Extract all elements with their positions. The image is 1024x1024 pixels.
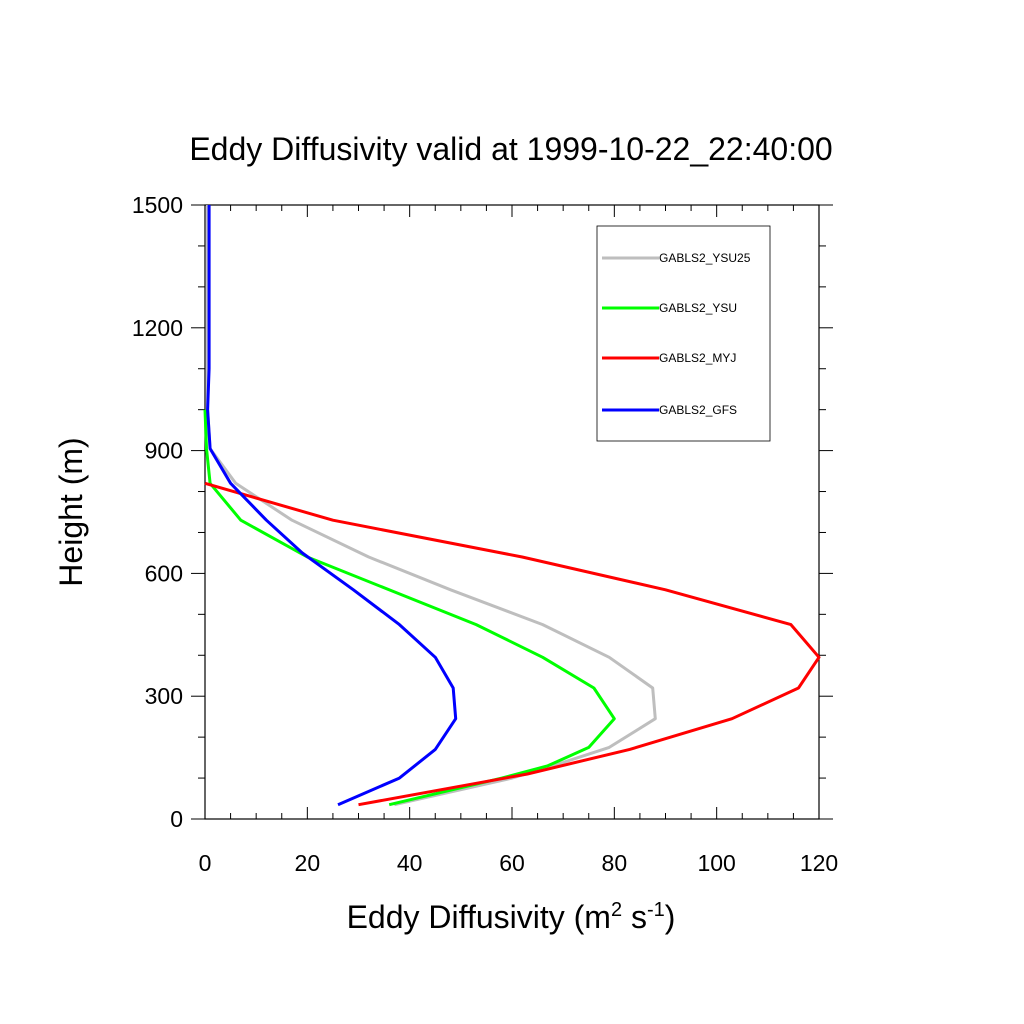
series-group [203, 205, 821, 807]
legend-label-gabls2-gfs: GABLS2_GFS [659, 403, 737, 417]
chart-title: Eddy Diffusivity valid at 1999-10-22_22:… [189, 131, 832, 167]
x-tick-label: 20 [295, 850, 321, 876]
legend-label-gabls2-ysu25: GABLS2_YSU25 [659, 251, 751, 265]
series-line-gabls2-ysu [203, 409, 616, 807]
axis-ticks [191, 204, 833, 820]
legend-label-gabls2-ysu: GABLS2_YSU [659, 301, 737, 315]
series-line-gabls2-gfs [206, 205, 458, 807]
x-tick-label: 60 [499, 850, 525, 876]
x-tick-label: 100 [697, 850, 735, 876]
legend-box [596, 225, 771, 442]
y-tick-label: 1500 [132, 192, 183, 218]
x-tick-label: 0 [199, 850, 212, 876]
y-axis-label: Height (m) [53, 437, 89, 586]
y-tick-label: 0 [170, 806, 183, 832]
y-tick-label: 600 [145, 560, 183, 586]
y-tick-label: 300 [145, 683, 183, 709]
x-axis-label: Eddy Diffusivity (m2 s-1) [347, 899, 676, 935]
legend-label-gabls2-myj: GABLS2_MYJ [659, 351, 736, 365]
legend: GABLS2_YSU25 GABLS2_YSU GABLS2_MYJ GABLS2_G… [596, 225, 771, 442]
y-tick-label: 900 [145, 438, 183, 464]
x-tick-label: 40 [397, 850, 423, 876]
y-tick-label: 1200 [132, 315, 183, 341]
x-tick-label: 120 [800, 850, 838, 876]
x-tick-label: 80 [602, 850, 628, 876]
series-line-gabls2-myj [204, 481, 821, 807]
